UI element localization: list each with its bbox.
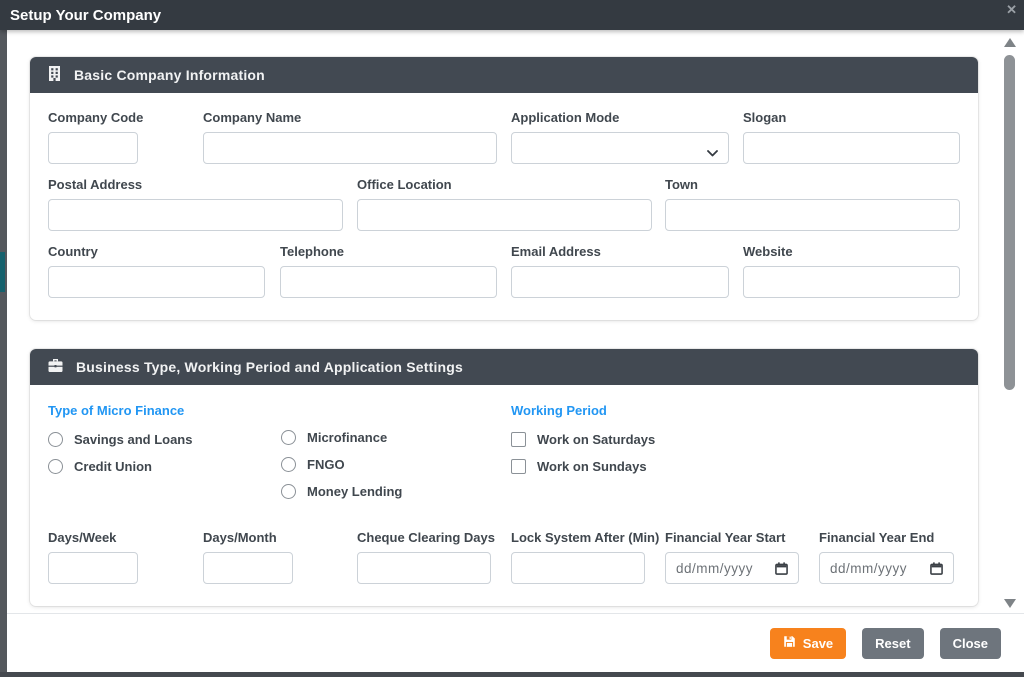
- cheque-clearing-days-input[interactable]: [357, 552, 491, 584]
- days-month-label: Days/Month: [203, 530, 277, 545]
- micro-finance-column-2: Microfinance FNGO Money Lending: [281, 389, 511, 511]
- checkbox-work-on-sundays[interactable]: Work on Sundays: [511, 459, 655, 474]
- days-month-input[interactable]: [203, 552, 293, 584]
- radio-icon[interactable]: [281, 484, 296, 499]
- save-icon: [783, 635, 796, 651]
- radio-microfinance[interactable]: Microfinance: [281, 430, 511, 445]
- save-button[interactable]: Save: [769, 627, 847, 659]
- background-left-edge: [0, 0, 7, 677]
- cheque-clearing-days-label: Cheque Clearing Days: [357, 530, 495, 545]
- date-placeholder: dd/mm/yyyy: [676, 560, 754, 576]
- postal-address-label: Postal Address: [48, 177, 143, 192]
- vertical-scrollbar[interactable]: [1002, 34, 1017, 610]
- town-input[interactable]: [665, 199, 960, 231]
- company-name-input[interactable]: [203, 132, 497, 164]
- scrollbar-up-arrow-icon[interactable]: [1004, 38, 1016, 47]
- briefcase-icon: [48, 358, 63, 376]
- financial-year-end-label: Financial Year End: [819, 530, 935, 545]
- radio-icon[interactable]: [281, 457, 296, 472]
- radio-label: Credit Union: [74, 459, 152, 474]
- calendar-icon[interactable]: [775, 561, 788, 575]
- reset-button-label: Reset: [875, 635, 911, 651]
- lock-system-after-input[interactable]: [511, 552, 645, 584]
- checkbox-icon[interactable]: [511, 459, 526, 474]
- slogan-input[interactable]: [743, 132, 960, 164]
- country-label: Country: [48, 244, 98, 259]
- days-week-label: Days/Week: [48, 530, 117, 545]
- business-settings-card: Business Type, Working Period and Applic…: [30, 349, 978, 606]
- modal-footer: Save Reset Close: [7, 613, 1024, 672]
- radio-credit-union[interactable]: Credit Union: [48, 459, 281, 474]
- town-label: Town: [665, 177, 698, 192]
- website-input[interactable]: [743, 266, 960, 298]
- scrollbar-thumb[interactable]: [1004, 55, 1015, 390]
- financial-year-end-input[interactable]: dd/mm/yyyy: [819, 552, 954, 584]
- micro-finance-column-1: Type of Micro Finance Savings and Loans …: [48, 389, 281, 511]
- company-code-label: Company Code: [48, 110, 144, 125]
- scrollbar-down-arrow-icon[interactable]: [1004, 599, 1016, 608]
- close-button-label: Close: [952, 635, 988, 651]
- save-button-label: Save: [802, 635, 834, 651]
- checkbox-label: Work on Sundays: [537, 459, 647, 474]
- checkbox-label: Work on Saturdays: [537, 432, 656, 447]
- country-input[interactable]: [48, 266, 265, 298]
- company-code-input[interactable]: [48, 132, 138, 164]
- financial-year-start-input[interactable]: dd/mm/yyyy: [665, 552, 799, 584]
- basic-company-information-card: Basic Company Information Company Code C…: [30, 57, 978, 320]
- checkbox-icon[interactable]: [511, 432, 526, 447]
- modal-titlebar: Setup Your Company ✕: [0, 0, 1024, 30]
- working-period-column: Working Period Work on Saturdays Work on…: [511, 389, 655, 511]
- reset-button[interactable]: Reset: [862, 627, 924, 659]
- radio-label: Microfinance: [307, 430, 388, 445]
- chevron-down-icon: [707, 145, 718, 160]
- email-address-input[interactable]: [511, 266, 729, 298]
- office-location-label: Office Location: [357, 177, 452, 192]
- telephone-input[interactable]: [280, 266, 497, 298]
- business-settings-section-title: Business Type, Working Period and Applic…: [76, 359, 464, 375]
- slogan-label: Slogan: [743, 110, 787, 125]
- checkbox-work-on-saturdays[interactable]: Work on Saturdays: [511, 432, 655, 447]
- company-name-label: Company Name: [203, 110, 302, 125]
- building-icon: [48, 66, 61, 84]
- financial-year-start-label: Financial Year Start: [665, 530, 786, 545]
- radio-label: FNGO: [307, 457, 345, 472]
- background-bottom-edge: [0, 672, 1024, 677]
- basic-info-section-header: Basic Company Information: [30, 57, 978, 93]
- radio-icon[interactable]: [48, 432, 63, 447]
- close-button[interactable]: Close: [939, 627, 1001, 659]
- website-label: Website: [743, 244, 793, 259]
- micro-finance-group-label: Type of Micro Finance: [48, 403, 185, 418]
- background-teal-accent: [0, 252, 5, 292]
- radio-icon[interactable]: [281, 430, 296, 445]
- office-location-input[interactable]: [357, 199, 652, 231]
- lock-system-after-label: Lock System After (Min): [511, 530, 660, 545]
- radio-label: Savings and Loans: [74, 432, 193, 447]
- email-address-label: Email Address: [511, 244, 601, 259]
- radio-money-lending[interactable]: Money Lending: [281, 484, 511, 499]
- date-placeholder: dd/mm/yyyy: [830, 560, 908, 576]
- close-icon[interactable]: ✕: [1006, 2, 1017, 17]
- application-mode-label: Application Mode: [511, 110, 620, 125]
- basic-info-section-title: Basic Company Information: [74, 67, 265, 83]
- business-settings-section-header: Business Type, Working Period and Applic…: [30, 349, 978, 385]
- application-mode-select[interactable]: [511, 132, 729, 164]
- working-period-group-label: Working Period: [511, 403, 607, 418]
- postal-address-input[interactable]: [48, 199, 343, 231]
- telephone-label: Telephone: [280, 244, 345, 259]
- radio-label: Money Lending: [307, 484, 403, 499]
- radio-savings-and-loans[interactable]: Savings and Loans: [48, 432, 281, 447]
- modal-title: Setup Your Company: [10, 6, 162, 24]
- radio-icon[interactable]: [48, 459, 63, 474]
- days-week-input[interactable]: [48, 552, 138, 584]
- radio-fngo[interactable]: FNGO: [281, 457, 511, 472]
- calendar-icon[interactable]: [930, 561, 943, 575]
